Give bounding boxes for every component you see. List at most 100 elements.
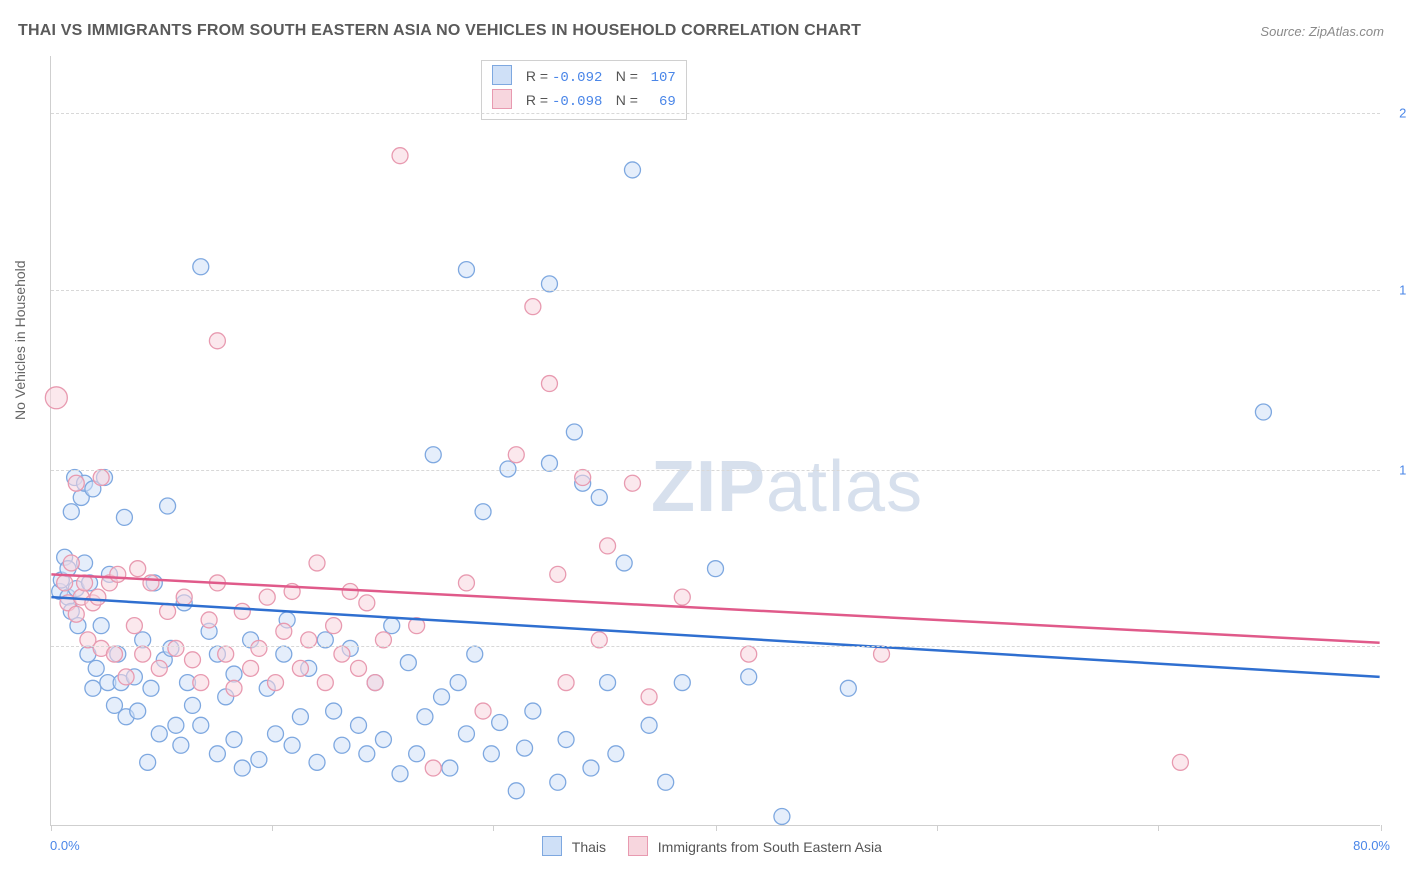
data-point-thais	[251, 752, 267, 768]
data-point-immigrants	[641, 689, 657, 705]
y-tick-label: 12.5%	[1386, 462, 1406, 477]
data-point-immigrants	[359, 595, 375, 611]
data-point-thais	[483, 746, 499, 762]
data-point-thais	[392, 766, 408, 782]
data-point-immigrants	[600, 538, 616, 554]
y-tick-label: 6.3%	[1386, 639, 1406, 654]
legend-row-immigrants: R = -0.098 N = 69	[492, 89, 676, 113]
data-point-immigrants	[118, 669, 134, 685]
data-point-immigrants	[326, 618, 342, 634]
x-tick	[1158, 825, 1159, 831]
data-point-immigrants	[475, 703, 491, 719]
data-point-immigrants	[110, 566, 126, 582]
data-point-thais	[517, 740, 533, 756]
x-tick	[1381, 825, 1382, 831]
y-tick-label: 18.8%	[1386, 282, 1406, 297]
data-point-immigrants	[1172, 754, 1188, 770]
data-point-thais	[1255, 404, 1271, 420]
chart-svg	[51, 56, 1380, 825]
data-point-thais	[708, 561, 724, 577]
data-point-thais	[458, 726, 474, 742]
data-point-thais	[467, 646, 483, 662]
data-point-immigrants	[201, 612, 217, 628]
data-point-thais	[624, 162, 640, 178]
data-point-thais	[63, 504, 79, 520]
data-point-immigrants	[317, 675, 333, 691]
data-point-thais	[226, 666, 242, 682]
data-point-thais	[234, 760, 250, 776]
data-point-thais	[442, 760, 458, 776]
data-point-thais	[334, 737, 350, 753]
data-point-thais	[284, 737, 300, 753]
data-point-thais	[185, 697, 201, 713]
x-tick	[493, 825, 494, 831]
data-point-immigrants	[334, 646, 350, 662]
data-point-immigrants	[550, 566, 566, 582]
r-value-thais: -0.092	[552, 67, 608, 89]
data-point-thais	[608, 746, 624, 762]
data-point-immigrants	[151, 660, 167, 676]
data-point-immigrants	[143, 575, 159, 591]
data-point-thais	[525, 703, 541, 719]
data-point-immigrants	[90, 589, 106, 605]
x-tick	[51, 825, 52, 831]
data-point-immigrants	[185, 652, 201, 668]
data-point-immigrants	[106, 646, 122, 662]
source-label: Source:	[1260, 24, 1305, 39]
bottom-label-immigrants: Immigrants from South Eastern Asia	[658, 839, 882, 855]
data-point-thais	[400, 655, 416, 671]
gridline	[51, 113, 1380, 114]
data-point-thais	[268, 726, 284, 742]
source-attribution: Source: ZipAtlas.com	[1260, 24, 1384, 39]
data-point-immigrants	[160, 603, 176, 619]
data-point-immigrants	[259, 589, 275, 605]
data-point-immigrants	[351, 660, 367, 676]
data-point-immigrants	[268, 675, 284, 691]
data-point-thais	[143, 680, 159, 696]
data-point-thais	[508, 783, 524, 799]
data-point-immigrants	[68, 606, 84, 622]
data-point-immigrants	[45, 387, 67, 409]
data-point-thais	[409, 746, 425, 762]
data-point-thais	[458, 262, 474, 278]
data-point-immigrants	[508, 447, 524, 463]
data-point-thais	[93, 618, 109, 634]
correlation-legend-box: R = -0.092 N = 107 R = -0.098 N = 69	[481, 60, 687, 120]
data-point-thais	[359, 746, 375, 762]
data-point-thais	[741, 669, 757, 685]
data-point-immigrants	[135, 646, 151, 662]
data-point-immigrants	[575, 470, 591, 486]
data-point-immigrants	[458, 575, 474, 591]
data-point-immigrants	[292, 660, 308, 676]
data-point-immigrants	[558, 675, 574, 691]
data-point-thais	[434, 689, 450, 705]
y-tick-label: 25.0%	[1386, 106, 1406, 121]
x-tick	[937, 825, 938, 831]
data-point-thais	[840, 680, 856, 696]
data-point-thais	[658, 774, 674, 790]
data-point-thais	[276, 646, 292, 662]
data-point-thais	[168, 717, 184, 733]
data-point-thais	[140, 754, 156, 770]
data-point-thais	[566, 424, 582, 440]
data-point-immigrants	[342, 583, 358, 599]
data-point-thais	[375, 732, 391, 748]
data-point-thais	[151, 726, 167, 742]
data-point-immigrants	[226, 680, 242, 696]
data-point-thais	[600, 675, 616, 691]
data-point-thais	[641, 717, 657, 733]
data-point-thais	[88, 660, 104, 676]
data-point-immigrants	[741, 646, 757, 662]
data-point-immigrants	[63, 555, 79, 571]
data-point-immigrants	[68, 475, 84, 491]
data-point-immigrants	[309, 555, 325, 571]
data-point-thais	[591, 489, 607, 505]
data-point-immigrants	[425, 760, 441, 776]
data-point-immigrants	[193, 675, 209, 691]
data-point-thais	[558, 732, 574, 748]
data-point-thais	[292, 709, 308, 725]
data-point-immigrants	[57, 575, 73, 591]
n-value-thais: 107	[642, 67, 676, 89]
source-name: ZipAtlas.com	[1309, 24, 1384, 39]
data-point-immigrants	[168, 640, 184, 656]
